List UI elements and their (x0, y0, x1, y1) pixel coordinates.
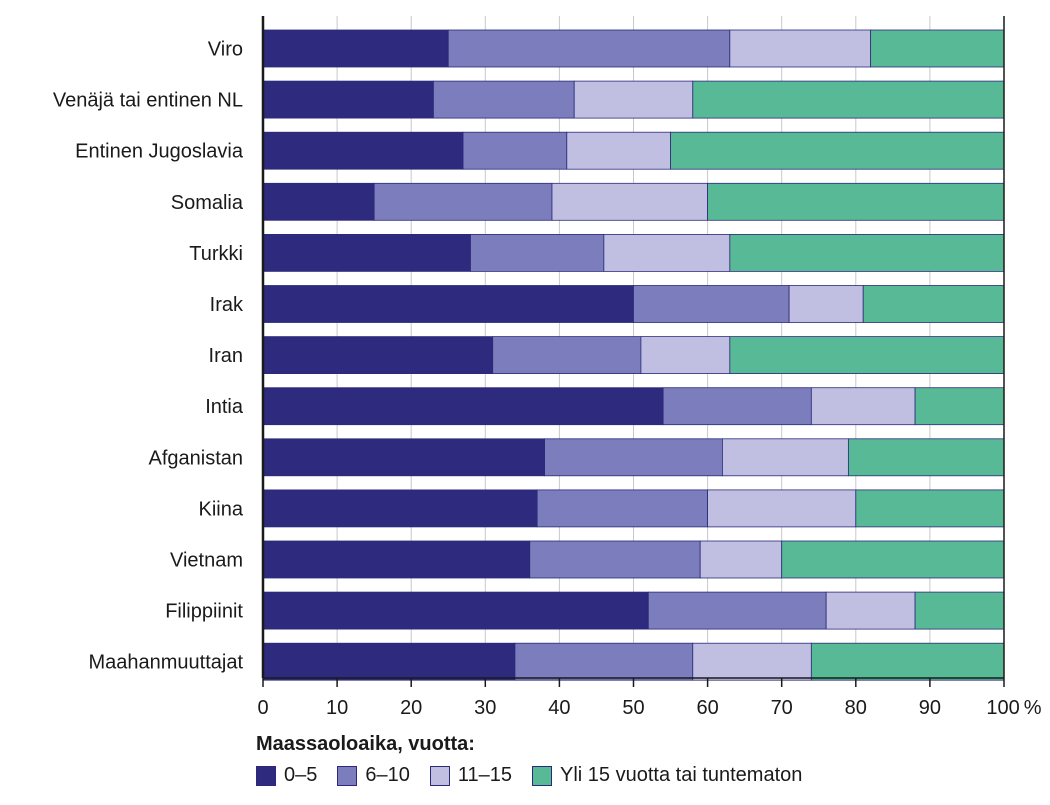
category-labels: Viro Venäjä tai entinen NL Entinen Jugosla… (53, 39, 244, 674)
bar-segment (262, 438, 545, 477)
bar-segment (262, 489, 538, 528)
bar-segment (670, 131, 1005, 170)
bar-segment (544, 438, 723, 477)
x-tick-label: 90 (919, 697, 941, 719)
legend-swatch (532, 765, 553, 786)
bar-segment (692, 642, 812, 681)
category-label: Venäjä tai entinen NL (53, 90, 243, 112)
category-label: Kiina (199, 498, 244, 520)
bar-segment (855, 489, 1005, 528)
bar-segment (514, 642, 694, 681)
legend-items: 0–5 6–10 11–15 Yli 15 vuotta tai tuntematon (256, 764, 822, 787)
bar-segment (262, 540, 531, 579)
bar-segment (810, 642, 1005, 681)
bar-segment (433, 80, 575, 119)
category-label: Vietnam (170, 550, 243, 572)
x-tick-label: 30 (474, 697, 496, 719)
x-tick-label: 80 (845, 697, 867, 719)
category-label: Intia (205, 396, 244, 418)
bar-segment (729, 336, 1005, 375)
bar-segment (573, 80, 694, 119)
category-label: Maahanmuuttajat (88, 652, 243, 674)
bar-segment (810, 387, 916, 426)
bar-segment (662, 387, 812, 426)
bar-segment (551, 182, 708, 221)
bar-segment (262, 131, 464, 170)
bar-segment (707, 489, 857, 528)
bar-segment (640, 336, 731, 375)
bar-segment (262, 285, 634, 323)
bar-segment (788, 285, 864, 323)
bar-segment (470, 233, 605, 272)
bar-segment (729, 29, 872, 68)
category-label: Somalia (171, 192, 244, 214)
bar-segment (722, 438, 849, 477)
x-tick-label: 70 (771, 697, 793, 719)
bar-segment (262, 233, 471, 272)
legend-label: 11–15 (457, 764, 513, 786)
bar-segment (862, 285, 1005, 323)
x-tick-label: 0 (257, 697, 268, 719)
legend: Maassaoloaika, vuotta: 0–5 6–10 11–15 Yli 1… (256, 733, 822, 787)
bar-segment (566, 131, 671, 170)
bars (262, 29, 1005, 681)
bar-segment (633, 285, 790, 323)
bar-segment (462, 131, 568, 170)
bar-segment (262, 182, 375, 221)
x-tick-label: 50 (622, 697, 644, 719)
x-tick-label: 40 (548, 697, 570, 719)
x-tick-label: 10 (326, 697, 348, 719)
legend-label: 6–10 (365, 764, 410, 786)
bar-segment (262, 80, 434, 119)
bar-segment (492, 336, 642, 375)
bar-segment (699, 540, 783, 579)
category-label: Turkki (189, 243, 243, 265)
bar-segment (781, 540, 1005, 579)
category-label: Afganistan (148, 447, 243, 469)
bar-segment (603, 233, 731, 272)
x-tick-label: 60 (696, 697, 718, 719)
x-tick-label: 20 (400, 697, 422, 719)
category-label: Iran (209, 345, 243, 367)
bar-segment (692, 80, 1005, 119)
legend-swatch (337, 765, 358, 786)
stacked-bar-chart: Viro Venäjä tai entinen NL Entinen Jugosla… (53, 16, 1042, 719)
bar-segment (262, 387, 664, 426)
x-tick-label: 100 % (986, 697, 1041, 719)
axes (261, 16, 1005, 687)
bar-segment (536, 489, 708, 528)
bar-segment (262, 591, 649, 630)
legend-label: 0–5 (284, 764, 318, 786)
category-label: Viro (208, 39, 243, 61)
bar-segment (447, 29, 731, 68)
bar-segment (373, 182, 553, 221)
category-label: Irak (210, 294, 244, 316)
category-label: Entinen Jugoslavia (75, 141, 244, 163)
bar-segment (647, 591, 827, 630)
legend-item: Yli 15 vuotta tai tuntematon (532, 764, 802, 787)
bar-segment (707, 182, 1005, 221)
legend-title: Maassaoloaika, vuotta: (256, 733, 475, 755)
bar-segment (529, 540, 701, 579)
legend-swatch (429, 765, 450, 786)
category-label: Filippiinit (165, 601, 243, 623)
bar-segment (262, 642, 516, 681)
legend-label: Yli 15 vuotta tai tuntematon (560, 764, 803, 786)
bar-segment (729, 233, 1005, 272)
legend-item: 6–10 (337, 764, 410, 787)
bar-segment (825, 591, 916, 630)
legend-swatch (256, 765, 276, 786)
legend-item: 0–5 (256, 764, 317, 787)
bar-segment (262, 336, 494, 375)
bar-segment (870, 29, 1005, 68)
bar-segment (914, 591, 1005, 630)
bar-segment (847, 438, 1005, 477)
legend-item: 11–15 (429, 764, 513, 787)
bar-segment (262, 29, 449, 68)
bar-segment (914, 387, 1005, 426)
x-tick-labels: 0 10 20 30 40 50 60 70 80 90 100 % (257, 697, 1041, 719)
